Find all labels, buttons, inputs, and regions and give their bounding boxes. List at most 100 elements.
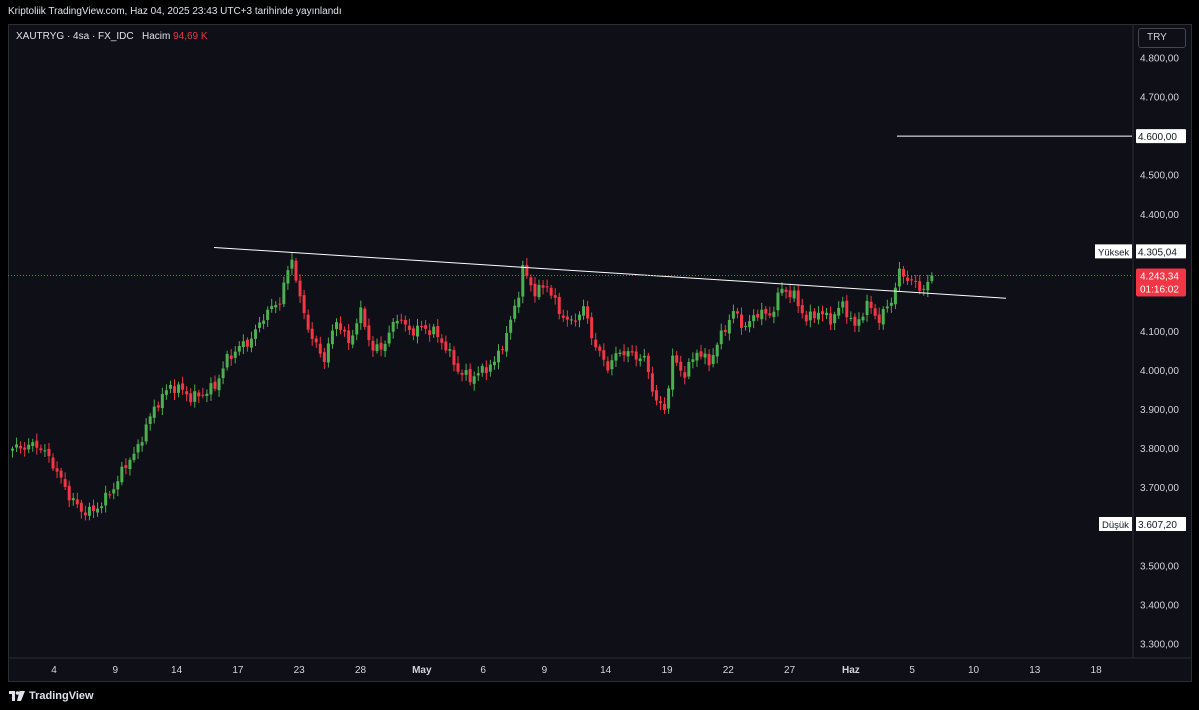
candle-body — [181, 383, 185, 390]
candle-body — [626, 351, 630, 357]
candle-body — [488, 364, 492, 372]
y-tick-label: 3.500,00 — [1140, 561, 1179, 572]
y-tick-label: 3.400,00 — [1140, 600, 1179, 611]
candle-body — [168, 384, 172, 389]
candle-body — [241, 341, 245, 348]
candle-body — [877, 314, 881, 323]
candle-body — [245, 339, 249, 347]
candle-body — [464, 370, 468, 375]
candle-body — [189, 393, 193, 403]
candle-body — [229, 355, 233, 359]
candle-body — [557, 297, 561, 314]
candle-body — [675, 355, 679, 363]
candle-body — [177, 384, 181, 393]
candle-body — [800, 305, 804, 314]
candle-body — [322, 352, 326, 363]
candle-body — [667, 388, 671, 409]
candle-body — [112, 489, 116, 494]
candle-body — [553, 295, 557, 298]
candle-body — [659, 401, 662, 404]
candle-body — [217, 378, 221, 391]
candle-body — [55, 468, 59, 472]
last-price-tag — [1136, 268, 1186, 297]
candle-body — [249, 338, 253, 348]
candle-body — [298, 280, 302, 297]
candle-body — [654, 390, 658, 401]
candlestick-chart[interactable]: 4.800,00 4.700,00 4.600,00 4.500,00 4.400,00… — [8, 24, 1192, 682]
currency-button[interactable]: TRY — [1138, 28, 1186, 48]
x-tick-label: Haz — [842, 665, 860, 676]
y-tick-label: 3.700,00 — [1140, 483, 1179, 494]
candle-body — [796, 290, 800, 307]
candle-body — [416, 325, 419, 337]
candle-body — [318, 343, 322, 354]
candle-body — [197, 392, 201, 397]
candle-body — [565, 316, 569, 320]
candle-body — [776, 292, 780, 311]
candle-body — [857, 319, 861, 326]
candle-body — [185, 391, 189, 395]
candle-body — [756, 313, 760, 318]
candle-body — [31, 442, 35, 447]
y-tick-label: 4.000,00 — [1140, 366, 1179, 377]
candle-body — [92, 505, 95, 512]
candle-body — [780, 288, 784, 294]
symbol-legend: XAUTRYG · 4sa · FX_IDC Hacim 94,69 K — [16, 31, 208, 42]
candle-body — [902, 268, 905, 277]
candle-body — [306, 314, 310, 330]
level-price-tag — [1136, 129, 1186, 144]
candle-body — [918, 281, 922, 291]
candle-body — [116, 481, 120, 490]
candle-body — [561, 315, 565, 318]
candle-body — [492, 361, 496, 366]
x-tick-label: 5 — [909, 665, 915, 676]
candle-body — [808, 311, 812, 321]
candle-body — [630, 351, 634, 353]
candle-body — [873, 308, 877, 316]
symbol-name: XAUTRYG · 4sa · FX_IDC — [16, 31, 134, 42]
candle-body — [816, 312, 820, 320]
x-tick-label: 4 — [51, 665, 57, 676]
x-tick-label: 10 — [968, 665, 980, 676]
candle-body — [302, 295, 306, 314]
candle-body — [411, 328, 415, 336]
candle-body — [569, 319, 573, 321]
candle-body — [926, 281, 930, 291]
candle-body — [812, 311, 816, 319]
candle-body — [598, 346, 602, 351]
candle-body — [582, 306, 586, 316]
candle-body — [829, 313, 833, 325]
brand-name: TradingView — [29, 690, 94, 702]
candle-body — [71, 498, 75, 501]
descending-trendline[interactable] — [213, 246, 1007, 299]
candle-body — [375, 344, 379, 352]
x-tick-label: 28 — [355, 665, 367, 676]
candle-body — [804, 314, 808, 322]
candle-body — [278, 303, 282, 305]
candle-body — [723, 329, 727, 332]
candle-body — [310, 328, 314, 339]
x-tick-label: 9 — [542, 665, 548, 676]
candle-body — [39, 448, 43, 451]
candle-body — [825, 312, 829, 316]
y-tick-label: 4.500,00 — [1140, 171, 1179, 182]
candle-body — [537, 284, 541, 298]
candle-body — [638, 358, 642, 362]
candle-body — [679, 361, 683, 371]
volume-value: 94,69 K — [173, 31, 208, 42]
x-tick-label: 23 — [294, 665, 306, 676]
tradingview-brand[interactable]: TradingView — [9, 690, 94, 702]
candle-body — [703, 353, 707, 358]
candle-body — [711, 355, 715, 364]
candle-body — [140, 442, 144, 446]
candle-body — [444, 341, 448, 351]
x-tick-label: 14 — [600, 665, 612, 676]
x-tick-label: 18 — [1091, 665, 1103, 676]
candle-body — [347, 330, 351, 343]
candle-body — [108, 494, 112, 496]
low-label: Düşük — [1102, 520, 1129, 531]
candle-body — [768, 313, 772, 316]
x-tick-label: 19 — [661, 665, 673, 676]
x-tick-label: 13 — [1029, 665, 1041, 676]
candle-body — [889, 302, 893, 306]
